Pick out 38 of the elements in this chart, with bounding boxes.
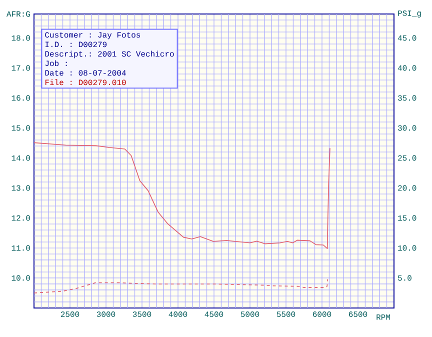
y2-tick-label: 40.0 [398, 65, 416, 71]
x-tick-label: 5000 [240, 312, 260, 317]
y-tick-label: 16.0 [12, 95, 30, 101]
annotation: Customer : Jay Fotos [45, 32, 140, 40]
annotation: Job : [45, 60, 67, 66]
y2-tick-label: 45.0 [398, 35, 416, 41]
y2-tick-label: 5.0 [398, 275, 412, 281]
x-tick-label: 3000 [96, 312, 116, 317]
annotation: I.D. : D00279 [45, 42, 107, 48]
y-tick-label: 10.0 [12, 275, 30, 281]
y2-tick-label: 25.0 [398, 155, 416, 161]
x-tick-label: 6500 [348, 312, 368, 317]
y-tick-label: 17.0 [12, 65, 30, 71]
y2-tick-label: 15.0 [398, 215, 416, 221]
x-tick-label: 4500 [204, 312, 224, 317]
y-tick-label: 14.0 [12, 155, 30, 161]
y2-axis-title: PSI_g [398, 10, 421, 18]
y2-tick-label: 35.0 [398, 95, 416, 101]
y2-tick-label: 20.0 [398, 185, 416, 191]
y-tick-label: 18.0 [12, 35, 30, 41]
line-series [34, 278, 328, 294]
y-tick-label: 13.0 [12, 185, 30, 191]
y-tick-label: 11.0 [12, 245, 30, 251]
y-tick-label: 12.0 [12, 215, 30, 221]
annotation: Date : 08-07-2004 [45, 70, 126, 76]
x-tick-label: 4000 [168, 312, 188, 317]
x-tick-label: 2500 [60, 312, 80, 317]
x-axis-title: RPM [376, 314, 390, 320]
line-series [34, 142, 330, 249]
x-tick-label: 6000 [312, 312, 332, 317]
annotation: File : D00279.010 [45, 79, 126, 86]
y2-tick-label: 30.0 [398, 125, 416, 131]
y-axis-title: AFR:G [6, 11, 30, 17]
annotation: Descript.: 2001 SC Vechicro [45, 50, 174, 58]
y2-tick-label: 10.0 [398, 245, 416, 251]
x-tick-label: 5500 [276, 312, 296, 317]
x-tick-label: 3500 [132, 312, 152, 317]
y-tick-label: 15.0 [12, 125, 30, 131]
